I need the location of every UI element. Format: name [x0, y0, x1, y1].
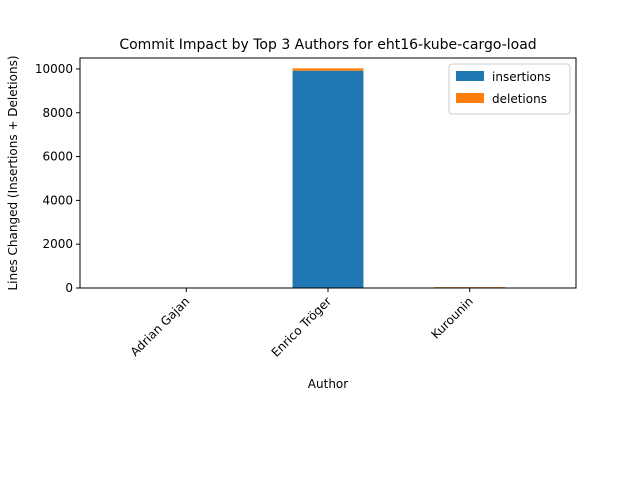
- x-axis-label: Author: [308, 377, 348, 391]
- legend-swatch-deletions: [456, 93, 484, 103]
- y-axis-label: Lines Changed (Insertions + Deletions): [6, 55, 20, 290]
- plot-area: [79, 57, 577, 289]
- chart-title: Commit Impact by Top 3 Authors for eht16…: [119, 37, 536, 53]
- y-axis: 0 2000 4000 6000 8000 10000: [35, 62, 80, 295]
- y-tick-label: 0: [65, 281, 73, 295]
- x-axis: Adrian Gajan Enrico Tröger Kurounin: [128, 288, 476, 360]
- y-tick-label: 2000: [42, 237, 73, 251]
- y-tick-label: 4000: [42, 193, 73, 207]
- y-tick-label: 6000: [42, 150, 73, 164]
- x-tick-label: Enrico Tröger: [269, 294, 335, 360]
- x-tick-label: Adrian Gajan: [128, 294, 193, 359]
- legend: insertions deletions: [448, 63, 571, 115]
- bar-insertions-1: [292, 70, 364, 288]
- bar-deletions-1: [292, 68, 364, 71]
- bars-group: [150, 68, 506, 288]
- y-tick-label: 10000: [35, 62, 73, 76]
- x-tick-label: Kurounin: [428, 294, 475, 341]
- legend-label-insertions: insertions: [492, 70, 551, 84]
- legend-swatch-insertions: [456, 71, 484, 81]
- legend-label-deletions: deletions: [492, 92, 547, 106]
- y-tick-label: 8000: [42, 106, 73, 120]
